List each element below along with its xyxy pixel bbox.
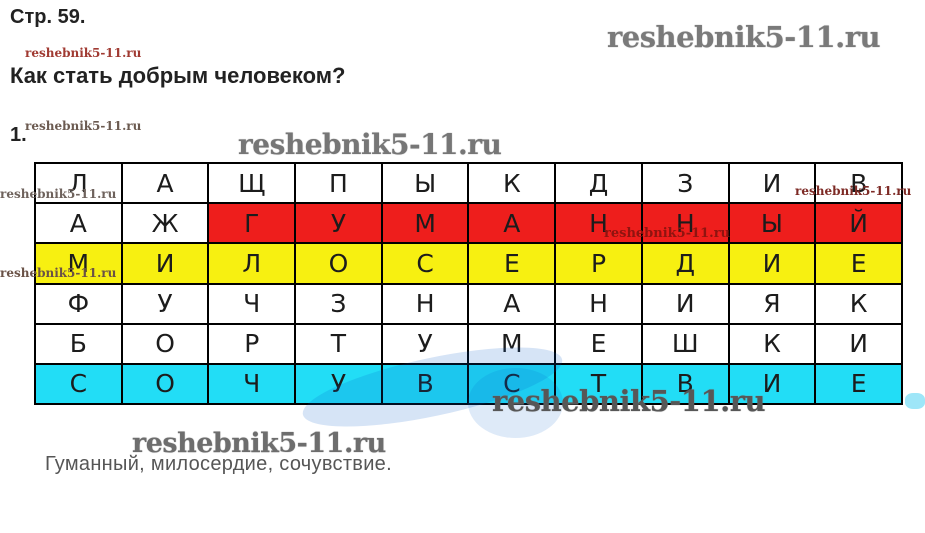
watermark-small-red-right: reshebnik5-11.ru bbox=[795, 184, 912, 198]
grid-cell: И bbox=[729, 244, 815, 283]
grid-cell: И bbox=[642, 284, 728, 323]
grid-cell: Е bbox=[816, 364, 901, 403]
watermark-large-above-table: reshebnik5-11.ru bbox=[238, 128, 502, 161]
grid-cell: У bbox=[296, 204, 381, 243]
question-title: Как стать добрым человеком? bbox=[10, 63, 346, 88]
grid-cell: А bbox=[122, 164, 208, 203]
grid-cell: Ы bbox=[382, 164, 468, 203]
grid-cell: О bbox=[122, 324, 208, 363]
grid-cell: У bbox=[382, 324, 468, 363]
grid-cell: У bbox=[296, 364, 381, 403]
grid-cell: Н bbox=[642, 204, 728, 243]
grid-cell: М bbox=[382, 204, 468, 243]
grid-cell: Е bbox=[469, 244, 555, 283]
grid-cell: С bbox=[469, 364, 555, 403]
grid-cell: В bbox=[816, 164, 901, 203]
answer-text: Гуманный, милосердие, сочувствие. bbox=[45, 453, 392, 475]
grid-cell: А bbox=[36, 204, 121, 243]
grid-cell: Е bbox=[816, 244, 901, 283]
grid-cell: И bbox=[729, 364, 815, 403]
grid-cell: В bbox=[642, 364, 728, 403]
grid-cell: Н bbox=[382, 284, 468, 323]
watermark-small-in-red-row: reshebnik5-11.ru bbox=[604, 226, 731, 241]
grid-cell: И bbox=[816, 324, 901, 363]
grid-cell: Е bbox=[556, 324, 641, 363]
grid-cell: Т bbox=[296, 324, 381, 363]
grid-cell: Н bbox=[556, 204, 641, 243]
watermark-small-left-1: reshebnik5-11.ru bbox=[0, 187, 117, 201]
watermark-small-red-top: reshebnik5-11.ru bbox=[25, 46, 142, 60]
grid-cell: Д bbox=[642, 244, 728, 283]
grid-cell: Ф bbox=[36, 284, 121, 323]
grid-cell: И bbox=[729, 164, 815, 203]
grid-cell: К bbox=[729, 324, 815, 363]
grid-cell: Ы bbox=[729, 204, 815, 243]
grid-cell: С bbox=[36, 364, 121, 403]
grid-cell: З bbox=[642, 164, 728, 203]
grid-cell: Н bbox=[556, 284, 641, 323]
grid-cell: Г bbox=[209, 204, 295, 243]
grid-cell: М bbox=[469, 324, 555, 363]
logo-blob-decoration bbox=[905, 393, 925, 409]
grid-cell: Ш bbox=[642, 324, 728, 363]
grid-cell: Д bbox=[556, 164, 641, 203]
grid-cell: М bbox=[36, 244, 121, 283]
grid-cell: Ж bbox=[122, 204, 208, 243]
grid-cell: Ч bbox=[209, 284, 295, 323]
grid-cell: Й bbox=[816, 204, 901, 243]
grid-cell: А bbox=[469, 204, 555, 243]
grid-cell: И bbox=[122, 244, 208, 283]
grid-cell: А bbox=[469, 284, 555, 323]
grid-cell: З bbox=[296, 284, 381, 323]
watermark-small-left-2: reshebnik5-11.ru bbox=[0, 266, 117, 280]
grid-cell: Р bbox=[556, 244, 641, 283]
grid-cell: У bbox=[122, 284, 208, 323]
watermark-small-above-item: reshebnik5-11.ru bbox=[25, 119, 142, 133]
grid-cell: Т bbox=[556, 364, 641, 403]
watermark-large-top-right: reshebnik5-11.ru bbox=[607, 20, 881, 54]
grid-cell: П bbox=[296, 164, 381, 203]
grid-cell: О bbox=[122, 364, 208, 403]
grid-cell: Р bbox=[209, 324, 295, 363]
grid-cell: Ч bbox=[209, 364, 295, 403]
grid-cell: О bbox=[296, 244, 381, 283]
grid-cell: Л bbox=[209, 244, 295, 283]
grid-cell: Я bbox=[729, 284, 815, 323]
grid-cell: С bbox=[382, 244, 468, 283]
grid-cell: В bbox=[382, 364, 468, 403]
grid-cell: Щ bbox=[209, 164, 295, 203]
watermark-large-over-cyan-row: reshebnik5-11.ru bbox=[492, 384, 766, 418]
grid-cell: Л bbox=[36, 164, 121, 203]
grid-cell: Б bbox=[36, 324, 121, 363]
watermark-large-bottom: reshebnik5-11.ru bbox=[132, 428, 386, 459]
page-header: Стр. 59. bbox=[10, 6, 86, 28]
grid-cell: К bbox=[469, 164, 555, 203]
item-number: 1. bbox=[10, 124, 27, 146]
grid-cell: К bbox=[816, 284, 901, 323]
